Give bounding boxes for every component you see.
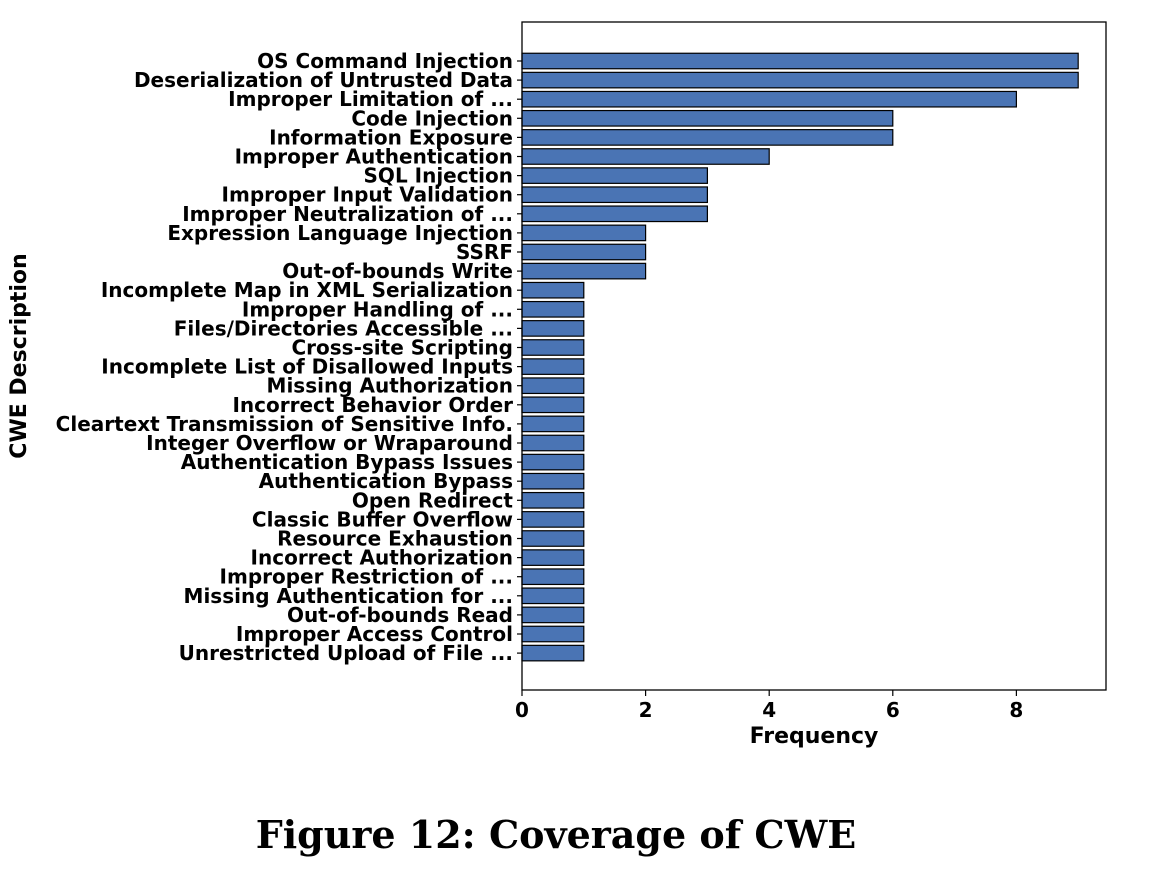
y-tick-label: Information Exposure [269, 125, 513, 149]
bar [521, 549, 585, 566]
y-tick-label: Incorrect Behavior Order [232, 393, 513, 417]
y-tick-label: Improper Limitation of ... [228, 87, 513, 111]
bar [521, 606, 585, 624]
bar [521, 129, 894, 146]
bar [521, 167, 708, 184]
y-tick-label: Authentication Bypass [259, 469, 513, 493]
x-tick-label: 2 [639, 698, 653, 722]
x-tick-label: 0 [515, 698, 529, 722]
x-ticks: 0 2 4 6 8 [515, 690, 1023, 722]
bar [521, 90, 1017, 108]
bar [521, 262, 647, 280]
y-tick-label: Improper Neutralization of ... [182, 202, 513, 226]
bar [521, 243, 647, 261]
y-tick-label: Improper Restriction of ... [220, 565, 513, 589]
bar [521, 339, 585, 356]
y-tick-label: Expression Language Injection [167, 221, 513, 245]
bar [521, 587, 585, 605]
x-tick-label: 6 [886, 698, 900, 722]
bar [521, 511, 585, 528]
bar [521, 148, 770, 165]
y-tick-label: SQL Injection [364, 164, 513, 188]
y-tick-label: Classic Buffer Overflow [252, 507, 513, 531]
bar [521, 491, 585, 509]
bar [521, 472, 585, 490]
y-tick-label: Authentication Bypass Issues [181, 450, 513, 474]
bar [521, 281, 585, 299]
plot-frame [521, 21, 1107, 691]
x-tick-label: 8 [1009, 698, 1023, 722]
bar [521, 415, 585, 433]
y-tick-label: Unrestricted Upload of File ... [179, 641, 513, 665]
bar [521, 224, 647, 242]
y-tick-label: Incomplete Map in XML Serialization [101, 278, 513, 302]
y-tick-label: Improper Access Control [236, 622, 513, 646]
y-axis-title: CWE Description [7, 253, 32, 458]
y-tick-label: Improper Input Validation [222, 183, 513, 207]
x-tick-label: 4 [762, 698, 776, 722]
y-tick-label: Open Redirect [352, 488, 514, 512]
bar [521, 52, 1079, 70]
y-tick-label: Improper Handling of ... [242, 297, 513, 321]
y-tick-label: Deserialization of Untrusted Data [134, 68, 513, 92]
y-tick-label: Incomplete List of Disallowed Inputs [101, 355, 513, 379]
y-tick-label: Resource Exhaustion [277, 527, 513, 551]
bar [521, 109, 894, 127]
bar [521, 530, 585, 547]
y-tick-label: Improper Authentication [235, 145, 513, 169]
bar [521, 377, 585, 395]
y-tick-label: Out-of-bounds Write [282, 259, 513, 283]
y-tick-label: Incorrect Authorization [251, 546, 513, 570]
figure-caption: Figure 12: Coverage of CWE [255, 812, 857, 857]
bar [521, 71, 1079, 89]
bar [521, 453, 585, 471]
bar [521, 320, 585, 337]
y-tick-label: SSRF [456, 240, 513, 264]
bar [521, 568, 585, 586]
bar [521, 396, 585, 414]
bar [521, 625, 585, 643]
y-tick-label: Out-of-bounds Read [287, 603, 513, 627]
bar [521, 186, 708, 204]
bar [521, 434, 585, 452]
y-tick-label: Cross-site Scripting [291, 336, 513, 360]
bar [521, 300, 585, 318]
y-tick-label: OS Command Injection [257, 49, 513, 73]
bar [521, 644, 585, 662]
y-tick-label: Cleartext Transmission of Sensitive Info… [56, 412, 513, 436]
y-tick-label: Code Injection [351, 106, 513, 130]
y-tick-label: Files/Directories Accessible ... [174, 316, 513, 340]
bars-layer [521, 52, 1079, 662]
y-tick-label: Missing Authorization [267, 374, 513, 398]
x-axis-title: Frequency [750, 724, 879, 749]
bar [521, 358, 585, 375]
bar [521, 205, 708, 223]
y-tick-label: Integer Overflow or Wraparound [146, 431, 513, 455]
y-tick-label: Missing Authentication for ... [184, 584, 513, 608]
